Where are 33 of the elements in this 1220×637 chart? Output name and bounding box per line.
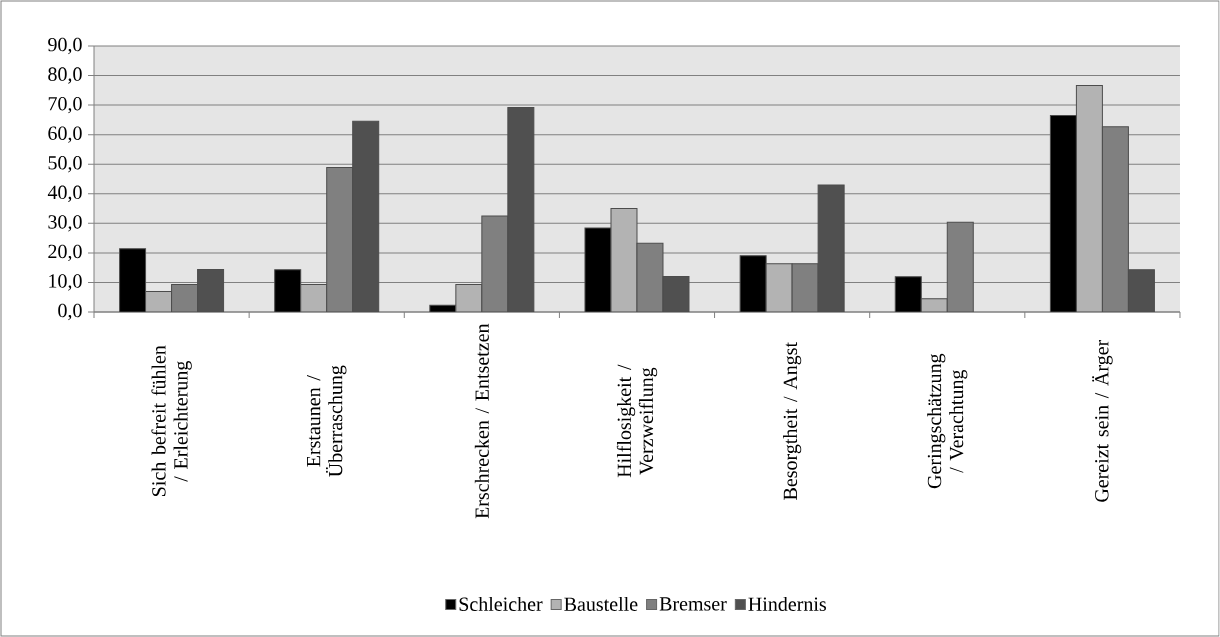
y-tick-label: 50,0: [48, 156, 82, 173]
x-tick-label: Sich befreit fühlen / Erleichterung: [151, 345, 192, 496]
x-tick-label: Geringschätzung / Verachtung: [927, 353, 968, 489]
x-tick-label: Besorgtheit / Angst: [783, 342, 802, 500]
bar: [274, 269, 302, 312]
bar: [610, 208, 638, 312]
bar: [455, 284, 483, 312]
y-tick-label: 90,0: [48, 37, 82, 55]
y-tick-label: 60,0: [48, 126, 82, 143]
x-tick-label: Erstaunen / Überraschung: [306, 365, 347, 477]
bar: [300, 284, 328, 312]
bar: [1075, 85, 1103, 312]
x-tick-label: Hilflosigkeit / Verzweiflung: [616, 364, 658, 478]
y-tick-label: 30,0: [48, 215, 82, 232]
x-tick-label: Erschrecken / Entsetzen: [474, 323, 489, 519]
legend-label: Baustelle: [564, 596, 638, 611]
legend-label: Bremser: [659, 597, 727, 611]
bar: [894, 276, 922, 312]
y-tick-label: 80,0: [48, 67, 82, 84]
bar: [119, 248, 146, 312]
y-tick-label: 20,0: [48, 244, 82, 262]
bar: [584, 227, 612, 312]
bar: [145, 291, 172, 312]
y-tick-label: 70,0: [48, 96, 82, 114]
y-tick-label: 10,0: [49, 274, 82, 291]
legend-label: Hindernis: [748, 596, 826, 611]
bar: [765, 263, 793, 312]
bar: [1049, 114, 1077, 312]
y-tick-label: 40,0: [47, 185, 82, 202]
bar: [739, 255, 767, 312]
x-tick-label: Gereizt sein / Ärger: [1092, 339, 1113, 502]
legend-label: Schleicher: [459, 596, 543, 611]
y-tick-label: 0,0: [58, 303, 82, 321]
